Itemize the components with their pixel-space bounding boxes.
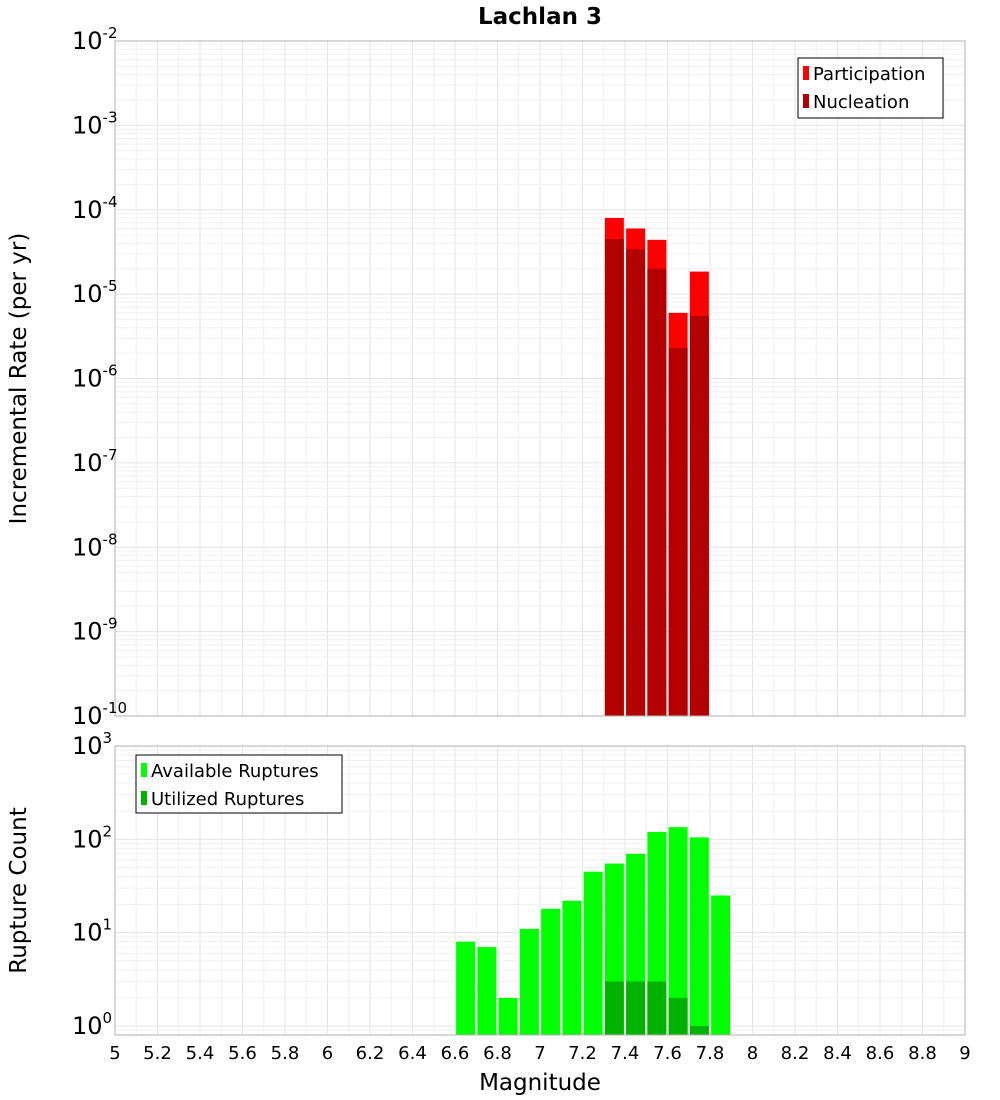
bar-b-7-75	[689, 1025, 709, 1035]
y-tick-label: 102	[72, 822, 112, 853]
x-tick-label: 8.2	[781, 1043, 810, 1064]
bar-b-7-65	[668, 997, 688, 1035]
y-tick-label: 100	[72, 1009, 112, 1040]
plot-area	[114, 40, 966, 717]
x-tick-label: 5.8	[271, 1043, 300, 1064]
y-tick-label: 10-9	[72, 615, 118, 646]
x-tick-label: 8.6	[866, 1043, 895, 1064]
y-tick-label: 101	[72, 916, 112, 947]
chart-title: Lachlan 3	[478, 4, 602, 30]
y-tick-label: 10-7	[72, 446, 118, 477]
x-tick-label: 6.8	[483, 1043, 512, 1064]
x-axis-label: Magnitude	[479, 1070, 601, 1096]
y-axis-label: Rupture Count	[6, 807, 32, 973]
x-tick-label: 8.4	[823, 1043, 852, 1064]
plot-area	[114, 745, 966, 1036]
legend-entry: Available Ruptures	[151, 761, 319, 782]
bar-b-7-55	[647, 268, 667, 716]
bar-a-7-75	[689, 837, 709, 1035]
bar-b-7-35	[604, 239, 624, 716]
bar-b-7-35	[604, 981, 624, 1035]
legend-swatch	[803, 94, 809, 108]
x-tick-label: 6.6	[441, 1043, 470, 1064]
x-tick-label: 7.6	[653, 1043, 682, 1064]
x-tick-label: 8	[747, 1043, 758, 1064]
panel-2: 100 101 102 103 5 5.2 5.4 5.6 5.8 6 6.2 6.4 6.6 6.8 7 7…	[6, 729, 971, 1096]
y-tick-label: 103	[72, 729, 112, 760]
legend-swatch	[141, 791, 147, 805]
bar-a-6-85	[498, 997, 518, 1035]
bar-b-7-45	[626, 981, 646, 1035]
y-tick-label: 10-3	[72, 108, 118, 139]
bar-a-7-25	[583, 871, 603, 1035]
bar-a-6-75	[477, 947, 497, 1035]
y-tick-label: 10-4	[72, 193, 118, 224]
y-tick-label: 10-8	[72, 530, 118, 561]
bar-b-7-55	[647, 981, 667, 1035]
bar-a-7-05	[541, 908, 561, 1035]
y-tick-label: 10-10	[72, 699, 127, 730]
panel-1: 10-10 10-9 10-8 10-7 10-6 10-5 10-4 10-3 10-2 Lac…	[6, 4, 966, 730]
x-tick-label: 7.4	[611, 1043, 640, 1064]
legend-entry: Nucleation	[813, 92, 909, 113]
y-tick-label: 10-6	[72, 362, 118, 393]
x-tick-label: 5.2	[143, 1043, 172, 1064]
y-axis-label: Incremental Rate (per yr)	[6, 233, 32, 525]
bar-a-6-65	[456, 941, 476, 1035]
bar-b-7-45	[626, 249, 646, 716]
bar-a-7-65	[668, 827, 688, 1035]
x-tick-label: 6.2	[356, 1043, 385, 1064]
legend-entry: Participation	[813, 64, 925, 85]
x-tick-label: 8.8	[908, 1043, 937, 1064]
bar-a-6-95	[519, 928, 539, 1035]
bar-b-7-65	[668, 347, 688, 716]
x-tick-label: 5.4	[186, 1043, 215, 1064]
legend-swatch	[803, 66, 809, 80]
bar-b-7-75	[689, 316, 709, 716]
y-tick-label: 10-2	[72, 24, 118, 55]
x-tick-label: 9	[959, 1043, 970, 1064]
x-tick-label: 7.2	[568, 1043, 597, 1064]
bar-a-7-85	[711, 895, 731, 1035]
x-tick-label: 5	[109, 1043, 120, 1064]
y-tick-label: 10-5	[72, 277, 118, 308]
legend	[797, 57, 944, 119]
legend-entry: Utilized Ruptures	[151, 789, 304, 810]
bar-a-7-15	[562, 900, 582, 1035]
x-tick-label: 6.4	[398, 1043, 427, 1064]
legend-swatch	[141, 763, 147, 777]
legend	[135, 754, 343, 814]
x-tick-label: 7.8	[696, 1043, 725, 1064]
x-tick-label: 7	[534, 1043, 545, 1064]
x-tick-label: 6	[322, 1043, 333, 1064]
x-tick-label: 5.6	[228, 1043, 257, 1064]
